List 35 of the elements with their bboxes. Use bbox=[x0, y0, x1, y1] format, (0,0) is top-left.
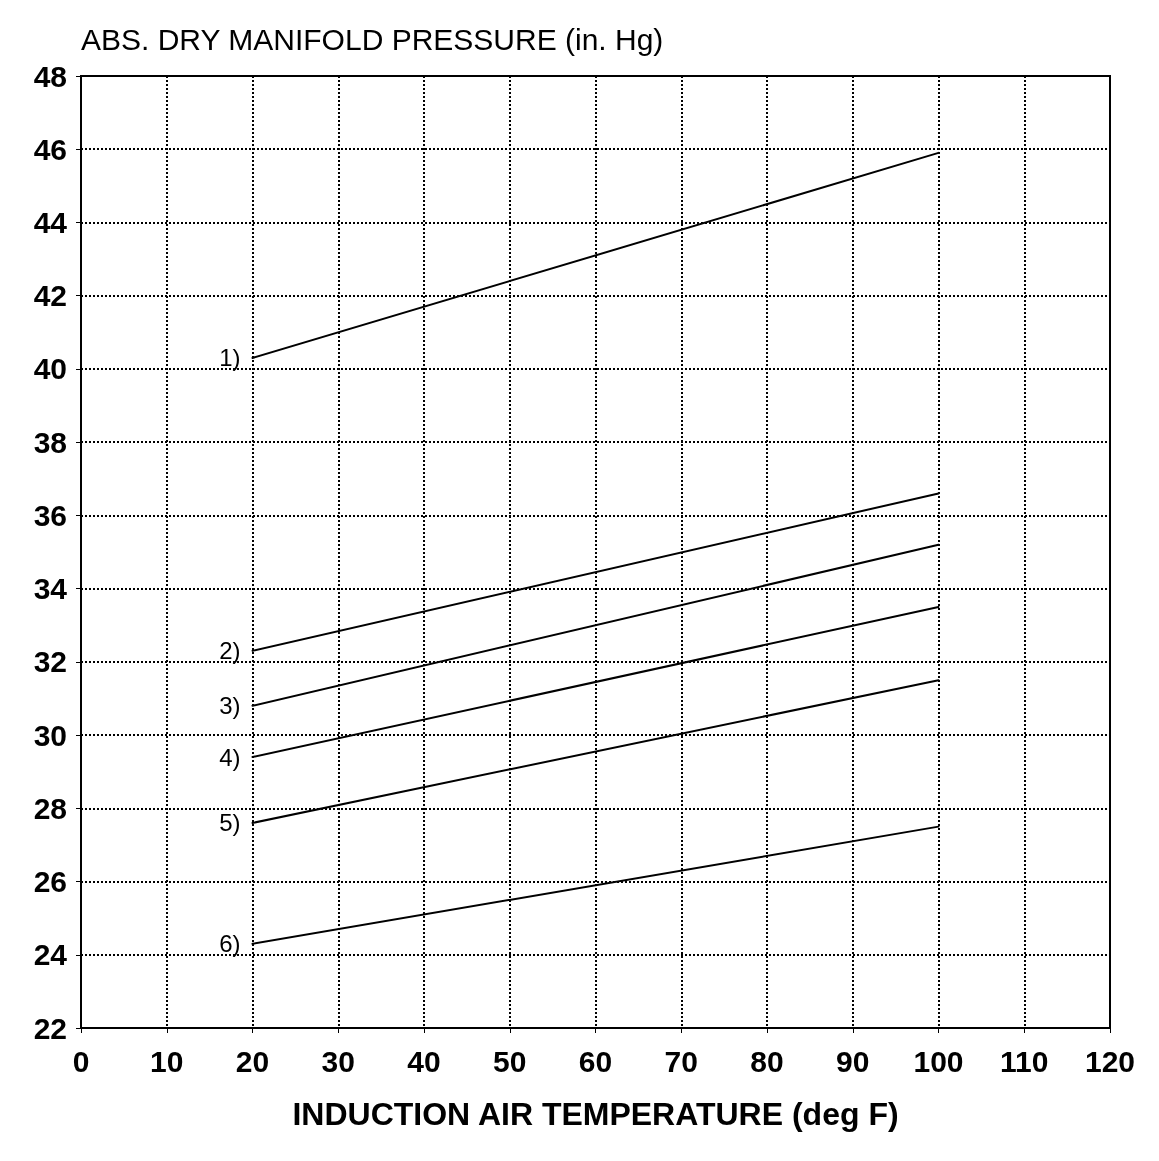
y-tick-label: 28 bbox=[33, 791, 67, 825]
x-tick-label: 120 bbox=[1084, 1044, 1136, 1078]
series-label: 4) bbox=[219, 743, 241, 771]
x-tick-label: 40 bbox=[407, 1044, 441, 1078]
x-axis-title: INDUCTION AIR TEMPERATURE (deg F) bbox=[292, 1096, 899, 1132]
y-tick-label: 42 bbox=[33, 279, 67, 313]
y-tick-label: 22 bbox=[33, 1011, 67, 1045]
y-tick-label: 40 bbox=[33, 352, 67, 386]
x-tick-label: 20 bbox=[235, 1044, 270, 1078]
y-tick-label: 48 bbox=[33, 59, 67, 93]
x-tick-label: 50 bbox=[493, 1044, 527, 1078]
y-tick-label: 44 bbox=[33, 205, 68, 239]
x-tick-label: 10 bbox=[150, 1044, 184, 1078]
y-tick-label: 38 bbox=[33, 425, 67, 459]
y-tick-label: 30 bbox=[33, 718, 67, 752]
x-tick-label: 80 bbox=[750, 1044, 784, 1078]
series-label: 2) bbox=[219, 637, 241, 665]
series-label: 1) bbox=[219, 344, 241, 372]
x-tick-label: 70 bbox=[664, 1044, 698, 1078]
x-tick-label: 60 bbox=[578, 1044, 613, 1078]
y-axis-title: ABS. DRY MANIFOLD PRESSURE (in. Hg) bbox=[81, 22, 664, 56]
x-tick-label: 90 bbox=[836, 1044, 870, 1078]
series-label: 6) bbox=[219, 930, 241, 958]
x-tick-label: 100 bbox=[913, 1044, 964, 1078]
series-label: 5) bbox=[219, 809, 241, 837]
y-tick-label: 34 bbox=[33, 572, 68, 606]
series-label: 3) bbox=[219, 692, 241, 720]
y-tick-label: 26 bbox=[33, 865, 67, 899]
x-tick-label: 30 bbox=[321, 1044, 355, 1078]
x-tick-label: 0 bbox=[72, 1044, 90, 1078]
y-tick-label: 32 bbox=[33, 645, 67, 679]
y-tick-label: 24 bbox=[33, 938, 68, 972]
y-tick-label: 36 bbox=[33, 498, 67, 532]
x-tick-label: 110 bbox=[1000, 1044, 1049, 1078]
y-tick-label: 46 bbox=[33, 132, 67, 166]
